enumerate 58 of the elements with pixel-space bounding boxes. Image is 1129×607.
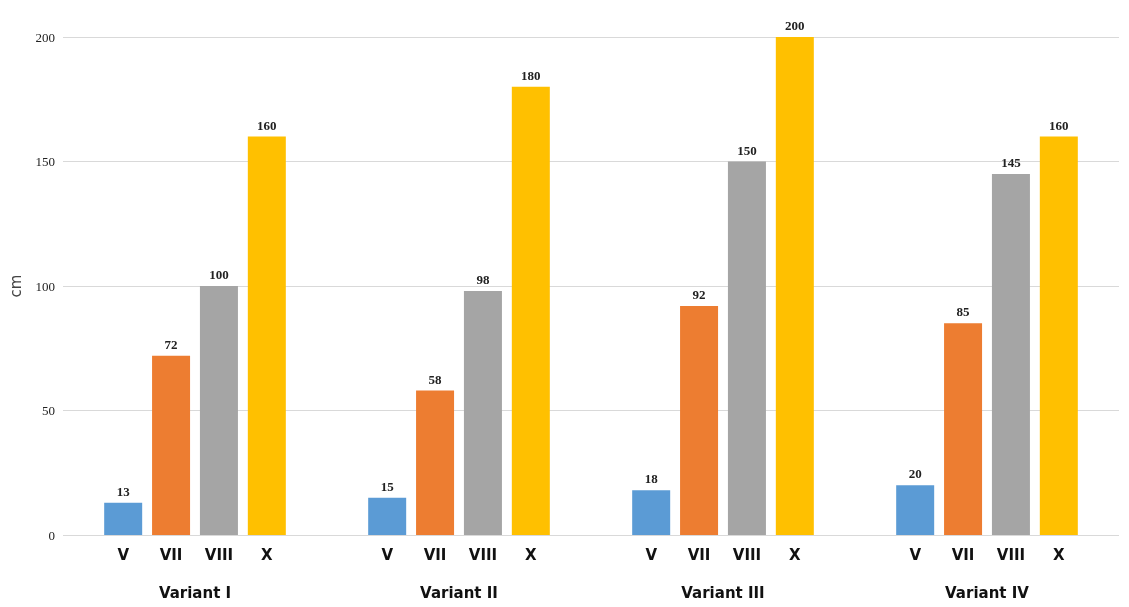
data-label: 100 xyxy=(209,267,229,282)
text: V xyxy=(645,545,657,564)
series-label: V xyxy=(117,545,130,564)
bar xyxy=(727,161,766,535)
bar xyxy=(104,502,143,535)
bar xyxy=(152,355,191,535)
data-label: 18 xyxy=(644,471,659,487)
bar xyxy=(368,497,407,535)
y-tick-label: 50 xyxy=(42,403,55,418)
bar xyxy=(944,323,983,535)
data-label: 13 xyxy=(116,483,131,499)
data-label: 160 xyxy=(1049,117,1069,133)
data-label: 85 xyxy=(956,304,971,320)
data-label: 150 xyxy=(737,142,757,158)
data-label: 15 xyxy=(380,478,395,494)
bar xyxy=(1039,136,1078,535)
data-label: 98 xyxy=(476,271,490,287)
x-tick-label: Variant II xyxy=(420,583,498,602)
data-label: 200 xyxy=(785,18,805,33)
series-label: VII xyxy=(159,545,183,564)
y-axis-title: cm xyxy=(6,274,25,298)
text: VIII xyxy=(732,545,762,564)
bar xyxy=(463,290,502,535)
series-label: VIII xyxy=(204,545,234,564)
text: X xyxy=(789,545,801,564)
y-tick-label: 200 xyxy=(35,29,55,45)
y-tick-label: 0 xyxy=(48,527,55,543)
x-tick-label: Variant IV xyxy=(945,583,1030,602)
x-tick-label: Variant III xyxy=(681,583,765,602)
data-label: 92 xyxy=(692,286,706,302)
text: X xyxy=(1053,545,1065,564)
y-tick-label: 100 xyxy=(35,278,55,294)
data-label: 180 xyxy=(521,67,541,83)
text: V xyxy=(381,545,393,564)
bar xyxy=(416,390,455,535)
text: V xyxy=(909,545,921,564)
data-label: 145 xyxy=(1001,154,1022,170)
text: VIII xyxy=(996,545,1026,564)
y-tick-label: 150 xyxy=(35,154,55,169)
data-label: 160 xyxy=(257,117,277,133)
bar xyxy=(199,286,238,535)
text: VII xyxy=(423,545,447,564)
text: VII xyxy=(951,545,975,564)
bar xyxy=(896,485,935,535)
bar xyxy=(247,136,286,535)
text: VIII xyxy=(468,545,498,564)
bar xyxy=(511,86,550,535)
data-label: 20 xyxy=(908,466,922,482)
bar xyxy=(680,305,719,535)
x-tick-label: Variant I xyxy=(158,583,232,602)
text: X xyxy=(525,545,537,564)
text: VII xyxy=(687,545,711,564)
series-label: X xyxy=(261,545,274,564)
bar xyxy=(991,173,1030,535)
bar xyxy=(775,37,814,535)
bar xyxy=(632,490,671,535)
data-label: 72 xyxy=(164,336,178,352)
data-label: 58 xyxy=(428,371,443,387)
